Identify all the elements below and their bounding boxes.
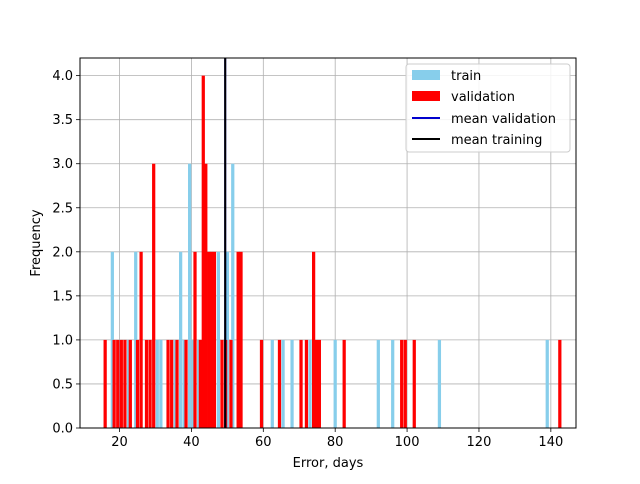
validation-bar bbox=[201, 75, 205, 428]
validation-bar bbox=[152, 163, 156, 428]
validation-bar bbox=[212, 251, 217, 428]
legend-box bbox=[405, 63, 571, 153]
validation-bar bbox=[112, 339, 116, 428]
validation-bar bbox=[229, 339, 233, 428]
x-tick-label: 100 bbox=[395, 435, 420, 450]
train-bar bbox=[191, 339, 195, 428]
train-bar bbox=[376, 339, 380, 428]
validation-bar bbox=[123, 339, 127, 428]
validation-bar bbox=[259, 339, 264, 428]
train-bar bbox=[225, 251, 229, 428]
validation-bar bbox=[236, 251, 240, 428]
train-bar bbox=[110, 251, 114, 428]
train-bar bbox=[155, 339, 159, 428]
validation-bar bbox=[170, 339, 174, 428]
train-bar bbox=[159, 339, 163, 428]
validation-bar bbox=[175, 339, 179, 428]
train-bar bbox=[134, 251, 138, 428]
validation-bar bbox=[304, 339, 309, 428]
validation-bar bbox=[148, 339, 152, 428]
x-axis: 20 40 60 80 100 120 140 bbox=[111, 428, 563, 450]
validation-bar bbox=[207, 251, 211, 428]
y-tick-label: 3.0 bbox=[52, 157, 73, 172]
x-tick-label: 20 bbox=[111, 435, 128, 450]
validation-bar bbox=[239, 251, 243, 428]
x-tick-label: 140 bbox=[538, 435, 563, 450]
bars bbox=[103, 75, 562, 428]
validation-bar bbox=[144, 339, 149, 428]
train-bar bbox=[333, 339, 337, 428]
x-tick-label: 120 bbox=[467, 435, 492, 450]
validation-bar bbox=[403, 339, 407, 428]
train-bar bbox=[182, 339, 186, 428]
y-axis-label: Frequency bbox=[29, 209, 44, 276]
validation-bar bbox=[220, 339, 224, 428]
validation-bar bbox=[135, 339, 140, 428]
y-tick-label: 1.0 bbox=[52, 333, 73, 348]
validation-bar bbox=[139, 251, 143, 428]
validation-bar bbox=[277, 339, 282, 428]
y-tick-label: 2.5 bbox=[52, 201, 73, 216]
train-bar bbox=[179, 251, 183, 428]
validation-bar bbox=[312, 251, 316, 428]
x-tick-label: 40 bbox=[183, 435, 200, 450]
validation-bar bbox=[299, 339, 303, 428]
plot-frame bbox=[79, 57, 577, 429]
train-bar bbox=[391, 339, 395, 428]
legend-swatch-validation bbox=[412, 91, 440, 101]
y-tick-label: 2.0 bbox=[52, 245, 73, 260]
validation-bar bbox=[119, 339, 123, 428]
validation-bar bbox=[166, 339, 170, 428]
y-axis: 0.0 0.5 1.0 1.5 2.0 2.5 3.0 3.5 4.0 bbox=[52, 69, 80, 437]
y-tick-label: 0.0 bbox=[52, 422, 73, 437]
validation-bar bbox=[558, 339, 562, 428]
train-bar bbox=[196, 339, 201, 428]
train-bar bbox=[231, 163, 235, 428]
x-tick-label: 80 bbox=[327, 435, 344, 450]
validation-bar bbox=[103, 339, 107, 428]
validation-bar bbox=[400, 339, 404, 428]
validation-bar bbox=[317, 339, 321, 428]
legend-label-mean-training: mean training bbox=[451, 133, 542, 148]
validation-bar bbox=[116, 339, 120, 428]
train-bar bbox=[173, 339, 177, 428]
x-axis-label: Error, days bbox=[293, 456, 364, 471]
legend-swatch-train bbox=[412, 70, 440, 80]
y-tick-label: 3.5 bbox=[52, 113, 73, 128]
validation-bar bbox=[128, 339, 132, 428]
y-tick-label: 4.0 bbox=[52, 69, 73, 84]
validation-bar bbox=[198, 339, 203, 428]
train-bar bbox=[270, 339, 274, 428]
train-bar bbox=[188, 163, 192, 428]
legend-label-validation: validation bbox=[451, 90, 515, 105]
train-bar bbox=[281, 339, 285, 428]
validation-bar bbox=[184, 339, 188, 428]
validation-bar bbox=[204, 163, 208, 428]
legend-label-mean-validation: mean validation bbox=[451, 112, 556, 127]
train-bar bbox=[437, 339, 442, 428]
train-bar bbox=[290, 339, 294, 428]
validation-bar bbox=[193, 251, 197, 428]
y-tick-label: 1.5 bbox=[52, 289, 73, 304]
validation-bar bbox=[342, 339, 346, 428]
train-bar bbox=[117, 339, 122, 428]
validation-bar bbox=[209, 251, 214, 428]
train-bar bbox=[308, 339, 312, 428]
legend: train validation mean validation mean tr… bbox=[405, 63, 571, 153]
legend-label-train: train bbox=[451, 69, 481, 84]
y-tick-label: 0.5 bbox=[52, 377, 73, 392]
validation-bar bbox=[314, 339, 319, 428]
train-bar bbox=[126, 339, 131, 428]
train-bar bbox=[545, 339, 549, 428]
validation-bar bbox=[412, 339, 416, 428]
train-bar bbox=[216, 251, 220, 428]
x-tick-label: 60 bbox=[255, 435, 272, 450]
